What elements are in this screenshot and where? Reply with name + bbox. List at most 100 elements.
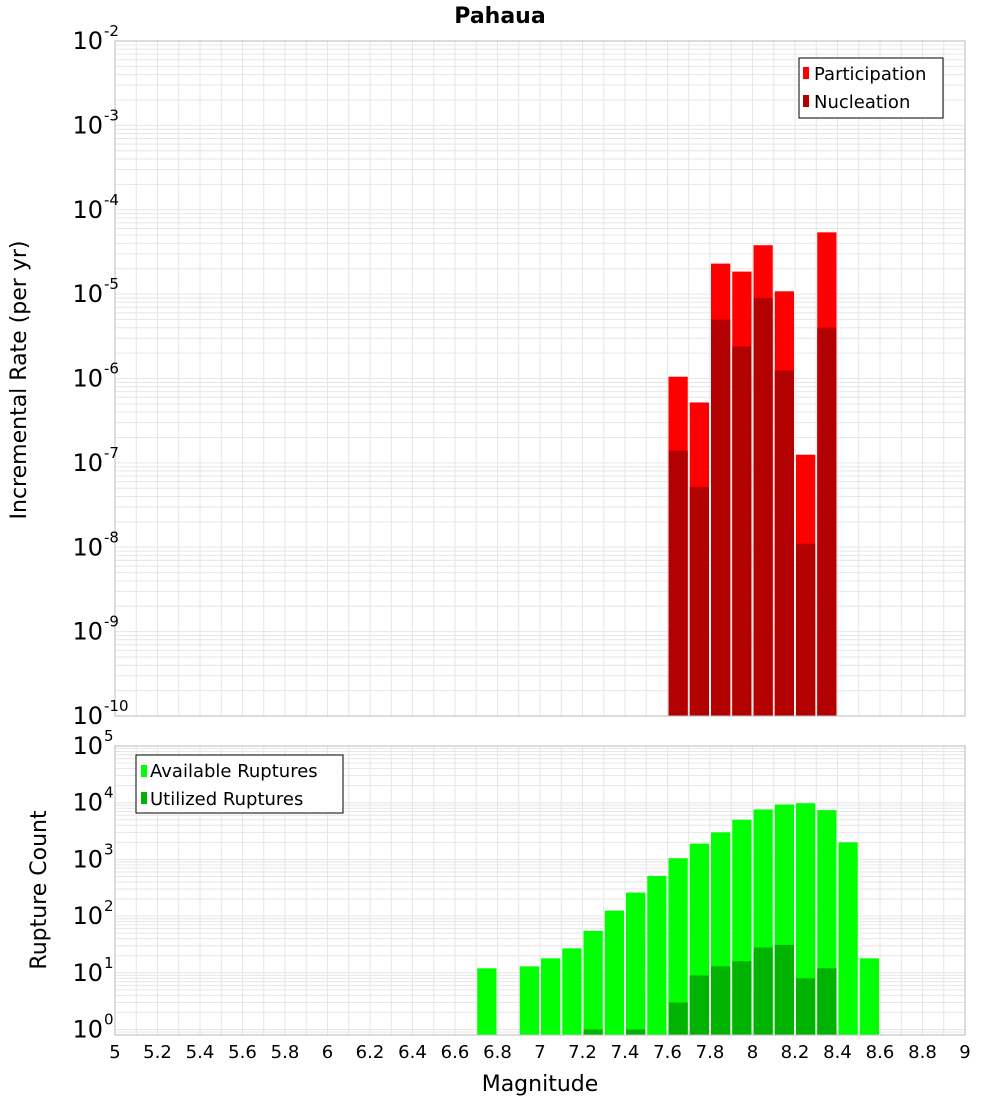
x-tick-label-8.6: 8.6	[866, 1042, 895, 1063]
rate-y-tick-exponent: -3	[104, 106, 119, 124]
count-bar-utilized-ruptures-8.25	[796, 978, 816, 1035]
rate-y-tick-base: 10	[72, 533, 103, 561]
rate-y-tick-exponent: -8	[104, 528, 119, 546]
x-tick-label-6: 6	[322, 1042, 333, 1063]
rate-y-tick-label: 10 -4	[72, 191, 119, 224]
rate-bars	[668, 232, 837, 717]
rate-bar-nucleation-7.65	[668, 450, 688, 716]
rate-bar-nucleation-7.85	[711, 319, 731, 716]
x-tick-label-9: 9	[959, 1042, 970, 1063]
count-y-tick-base: 10	[72, 789, 103, 817]
count-y-tick-exponent: 5	[104, 727, 114, 745]
count-y-tick-base: 10	[72, 902, 103, 930]
rate-y-tick-base: 10	[72, 111, 103, 139]
rate-bar-nucleation-7.95	[732, 346, 752, 716]
x-tick-label-7: 7	[534, 1042, 545, 1063]
available-legend-label: Available Ruptures	[150, 761, 318, 782]
count-y-tick-exponent: 2	[104, 897, 114, 915]
x-tick-label-6.4: 6.4	[398, 1042, 427, 1063]
rate-y-axis-title: Incremental Rate (per yr)	[7, 241, 32, 520]
rate-y-tick-base: 10	[72, 702, 103, 730]
rate-bar-nucleation-8.25	[796, 543, 816, 716]
rate-legend: Participation Nucleation	[798, 57, 944, 119]
participation-legend-label: Participation	[814, 64, 926, 85]
rate-y-tick-label: 10 -7	[72, 444, 119, 477]
count-bar-available-ruptures-7.45	[626, 892, 646, 1035]
count-bar-utilized-ruptures-7.75	[689, 975, 709, 1035]
count-legend: Available Ruptures Utilized Ruptures	[135, 754, 344, 814]
rate-bar-nucleation-8.15	[774, 370, 794, 716]
rate-y-tick-label: 10 -6	[72, 360, 119, 393]
rate-y-tick-label: 10 -9	[72, 613, 119, 646]
count-y-tick-base: 10	[72, 959, 103, 987]
count-y-tick-base: 10	[72, 732, 103, 760]
rate-y-tick-label: 10 -5	[72, 275, 119, 308]
count-bar-available-ruptures-7.05	[541, 958, 561, 1035]
rate-bar-nucleation-8.35	[817, 327, 837, 716]
x-tick-label-5.2: 5.2	[143, 1042, 172, 1063]
rate-y-tick-label: 10 -2	[72, 22, 119, 55]
count-y-tick-base: 10	[72, 1016, 103, 1044]
count-bar-utilized-ruptures-8.15	[774, 944, 794, 1035]
count-bar-utilized-ruptures-7.45	[626, 1029, 646, 1035]
count-bar-utilized-ruptures-8.35	[817, 968, 837, 1035]
count-plot-frame	[114, 745, 966, 1036]
count-y-tick-label: 10 4	[72, 784, 113, 817]
rate-y-tick-exponent: -9	[104, 613, 119, 631]
x-tick-label-5: 5	[109, 1042, 120, 1063]
x-tick-label-5.4: 5.4	[186, 1042, 215, 1063]
rate-plot-frame	[114, 40, 966, 717]
rate-y-tick-exponent: -5	[104, 275, 119, 293]
rate-y-tick-base: 10	[72, 449, 103, 477]
count-bar-available-ruptures-6.95	[519, 966, 539, 1035]
count-bar-utilized-ruptures-8.05	[753, 947, 773, 1035]
count-y-tick-label: 10 2	[72, 897, 113, 930]
count-bar-available-ruptures-7.55	[647, 875, 667, 1035]
x-tick-label-8: 8	[747, 1042, 758, 1063]
count-bar-available-ruptures-8.45	[838, 842, 858, 1035]
count-y-tick-exponent: 4	[104, 784, 114, 802]
x-tick-label-5.8: 5.8	[271, 1042, 300, 1063]
count-bar-available-ruptures-8.25	[796, 803, 816, 1035]
rate-y-tick-exponent: -2	[104, 22, 119, 40]
rate-y-tick-label: 10 -10	[72, 697, 128, 730]
count-bar-utilized-ruptures-7.25	[583, 1029, 603, 1035]
magnitude-x-axis-title: Magnitude	[482, 1072, 599, 1097]
rate-y-tick-exponent: -10	[104, 697, 129, 715]
x-tick-label-8.8: 8.8	[908, 1042, 937, 1063]
rate-bar-nucleation-8.05	[753, 297, 773, 716]
x-tick-label-8.2: 8.2	[781, 1042, 810, 1063]
x-tick-label-6.6: 6.6	[441, 1042, 470, 1063]
count-bar-available-ruptures-8.55	[859, 958, 879, 1035]
x-tick-label-7.8: 7.8	[696, 1042, 725, 1063]
x-tick-label-7.2: 7.2	[568, 1042, 597, 1063]
x-tick-label-8.4: 8.4	[823, 1042, 852, 1063]
count-y-tick-exponent: 3	[104, 840, 114, 858]
count-y-tick-label: 10 1	[72, 954, 113, 987]
count-legend-box	[135, 754, 344, 814]
count-y-axis-title: Rupture Count	[27, 810, 52, 970]
count-y-tick-exponent: 1	[104, 954, 114, 972]
utilized-legend-label: Utilized Ruptures	[150, 789, 303, 810]
x-tick-label-6.8: 6.8	[483, 1042, 512, 1063]
utilized-legend-swatch	[141, 792, 147, 804]
count-y-tick-base: 10	[72, 845, 103, 873]
count-bar-utilized-ruptures-7.65	[668, 1002, 688, 1035]
chart-title: Pahaua	[454, 4, 545, 29]
rate-y-tick-label: 10 -3	[72, 106, 119, 139]
nucleation-legend-label: Nucleation	[814, 92, 910, 113]
x-tick-label-7.4: 7.4	[611, 1042, 640, 1063]
magnitude-x-tick-labels: 5 5.2 5.4 5.6 5.8 6 6.2 6.4 6.6 6.8 7 7.2 7.4 7.6 7.8 8…	[109, 1042, 970, 1063]
rate-legend-box	[798, 57, 944, 119]
count-bar-utilized-ruptures-7.95	[732, 961, 752, 1035]
rate-y-tick-label: 10 -8	[72, 528, 119, 561]
count-y-tick-label: 10 3	[72, 840, 113, 873]
rate-y-tick-base: 10	[72, 280, 103, 308]
count-y-tick-label: 10 5	[72, 727, 113, 760]
participation-legend-swatch	[803, 67, 809, 79]
count-bar-available-ruptures-6.75	[477, 968, 497, 1035]
